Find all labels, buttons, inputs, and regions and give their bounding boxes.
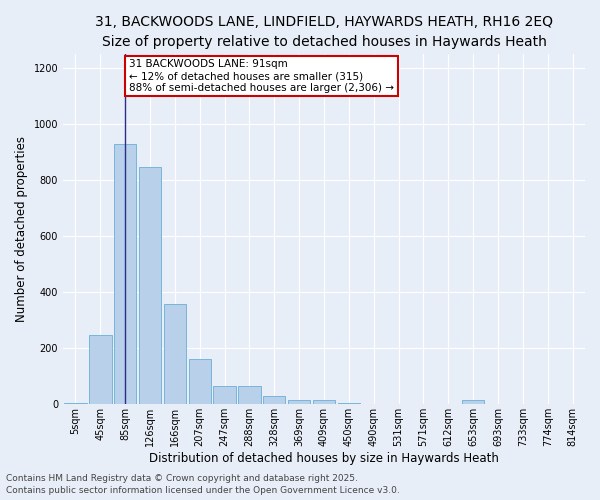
Bar	[164, 304, 186, 404]
Bar	[214, 386, 236, 404]
Bar	[139, 166, 161, 404]
Bar	[64, 403, 86, 404]
Bar	[462, 400, 484, 404]
X-axis label: Distribution of detached houses by size in Haywards Heath: Distribution of detached houses by size …	[149, 452, 499, 465]
Bar	[188, 360, 211, 405]
Bar	[114, 144, 136, 404]
Text: Contains HM Land Registry data © Crown copyright and database right 2025.
Contai: Contains HM Land Registry data © Crown c…	[6, 474, 400, 495]
Title: 31, BACKWOODS LANE, LINDFIELD, HAYWARDS HEATH, RH16 2EQ
Size of property relativ: 31, BACKWOODS LANE, LINDFIELD, HAYWARDS …	[95, 15, 553, 48]
Text: 31 BACKWOODS LANE: 91sqm
← 12% of detached houses are smaller (315)
88% of semi-: 31 BACKWOODS LANE: 91sqm ← 12% of detach…	[129, 60, 394, 92]
Bar	[338, 403, 360, 404]
Bar	[313, 400, 335, 404]
Bar	[288, 400, 310, 404]
Bar	[263, 396, 286, 404]
Bar	[89, 335, 112, 404]
Bar	[238, 386, 260, 404]
Y-axis label: Number of detached properties: Number of detached properties	[15, 136, 28, 322]
